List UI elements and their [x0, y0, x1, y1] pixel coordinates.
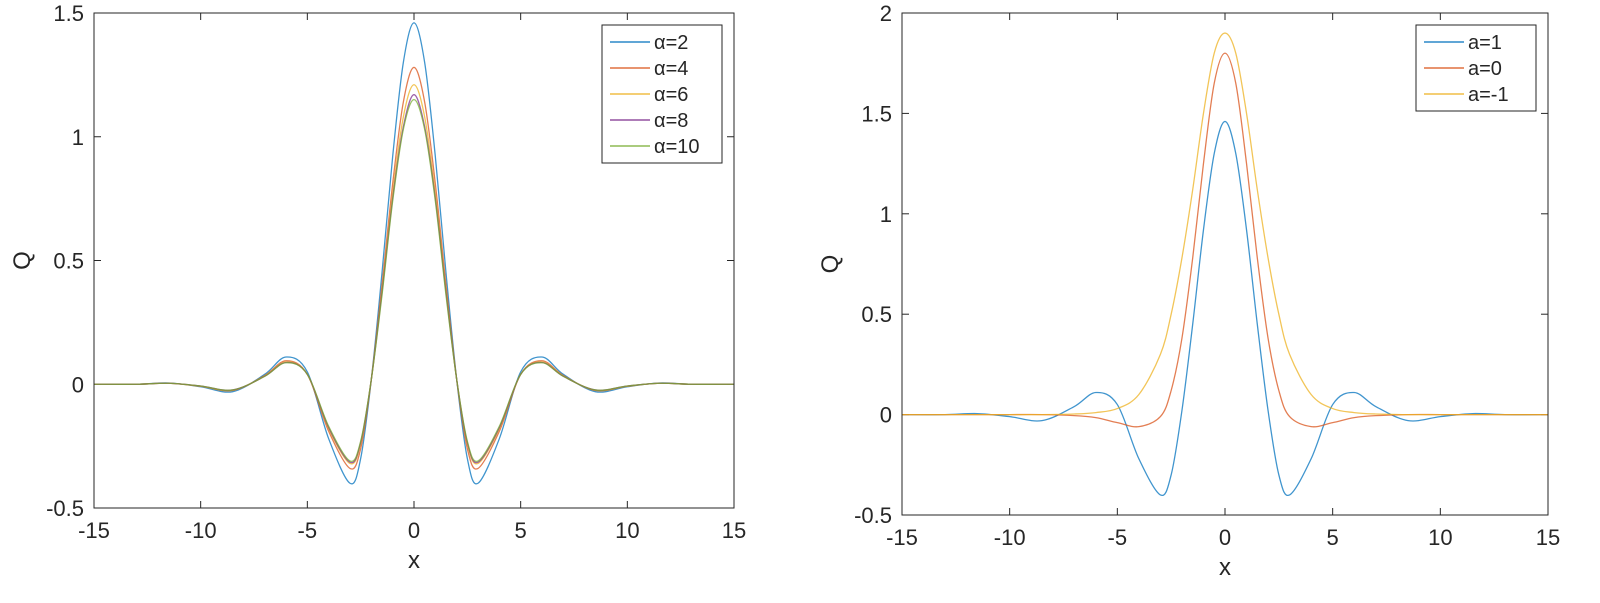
- x-tick-label: -10: [994, 525, 1026, 550]
- legend-label: a=1: [1468, 32, 1502, 54]
- axes-box: [901, 12, 1549, 516]
- series-line: [902, 52, 1548, 428]
- axes-box: [93, 12, 735, 509]
- y-axis-label: Q: [9, 251, 36, 270]
- series-line: [902, 120, 1548, 497]
- y-tick-label: 1: [72, 125, 84, 150]
- y-tick-label: 0: [880, 403, 892, 428]
- x-tick-label: 10: [1428, 525, 1452, 550]
- legend-label: α=4: [654, 58, 688, 80]
- x-tick-label: 5: [1327, 525, 1339, 550]
- x-tick-label: 0: [408, 518, 420, 543]
- y-tick-label: 1: [880, 202, 892, 227]
- x-tick-label: 5: [515, 518, 527, 543]
- legend-label: α=2: [654, 32, 688, 54]
- x-tick-label: 0: [1219, 525, 1231, 550]
- series-line: [902, 32, 1548, 416]
- x-tick-label: 10: [615, 518, 639, 543]
- x-tick-label: -15: [886, 525, 918, 550]
- y-tick-label: 2: [880, 1, 892, 26]
- plot-area: [902, 32, 1548, 497]
- y-tick-label: 0.5: [861, 302, 892, 327]
- x-tick-label: 15: [1536, 525, 1560, 550]
- y-tick-label: -0.5: [46, 496, 84, 521]
- y-tick-label: 0: [72, 372, 84, 397]
- y-axis-label: Q: [817, 255, 844, 274]
- x-tick-label: -15: [78, 518, 110, 543]
- y-tick-label: 1.5: [861, 101, 892, 126]
- plot-area: [94, 22, 734, 485]
- legend-label: a=0: [1468, 58, 1502, 80]
- legend-label: α=6: [654, 84, 688, 106]
- x-tick-label: -10: [185, 518, 217, 543]
- legend-label: α=10: [654, 136, 700, 158]
- x-tick-label: -5: [298, 518, 318, 543]
- y-tick-label: 0.5: [53, 249, 84, 274]
- x-axis-label: x: [408, 547, 420, 574]
- x-tick-label: 15: [722, 518, 746, 543]
- x-axis-label: x: [1219, 554, 1231, 581]
- legend-label: α=8: [654, 110, 688, 132]
- legend-label: a=-1: [1468, 84, 1509, 106]
- x-tick-label: -5: [1108, 525, 1128, 550]
- y-tick-label: -0.5: [854, 503, 892, 528]
- series-line: [94, 98, 734, 463]
- series-line: [94, 22, 734, 485]
- y-tick-label: 1.5: [53, 1, 84, 26]
